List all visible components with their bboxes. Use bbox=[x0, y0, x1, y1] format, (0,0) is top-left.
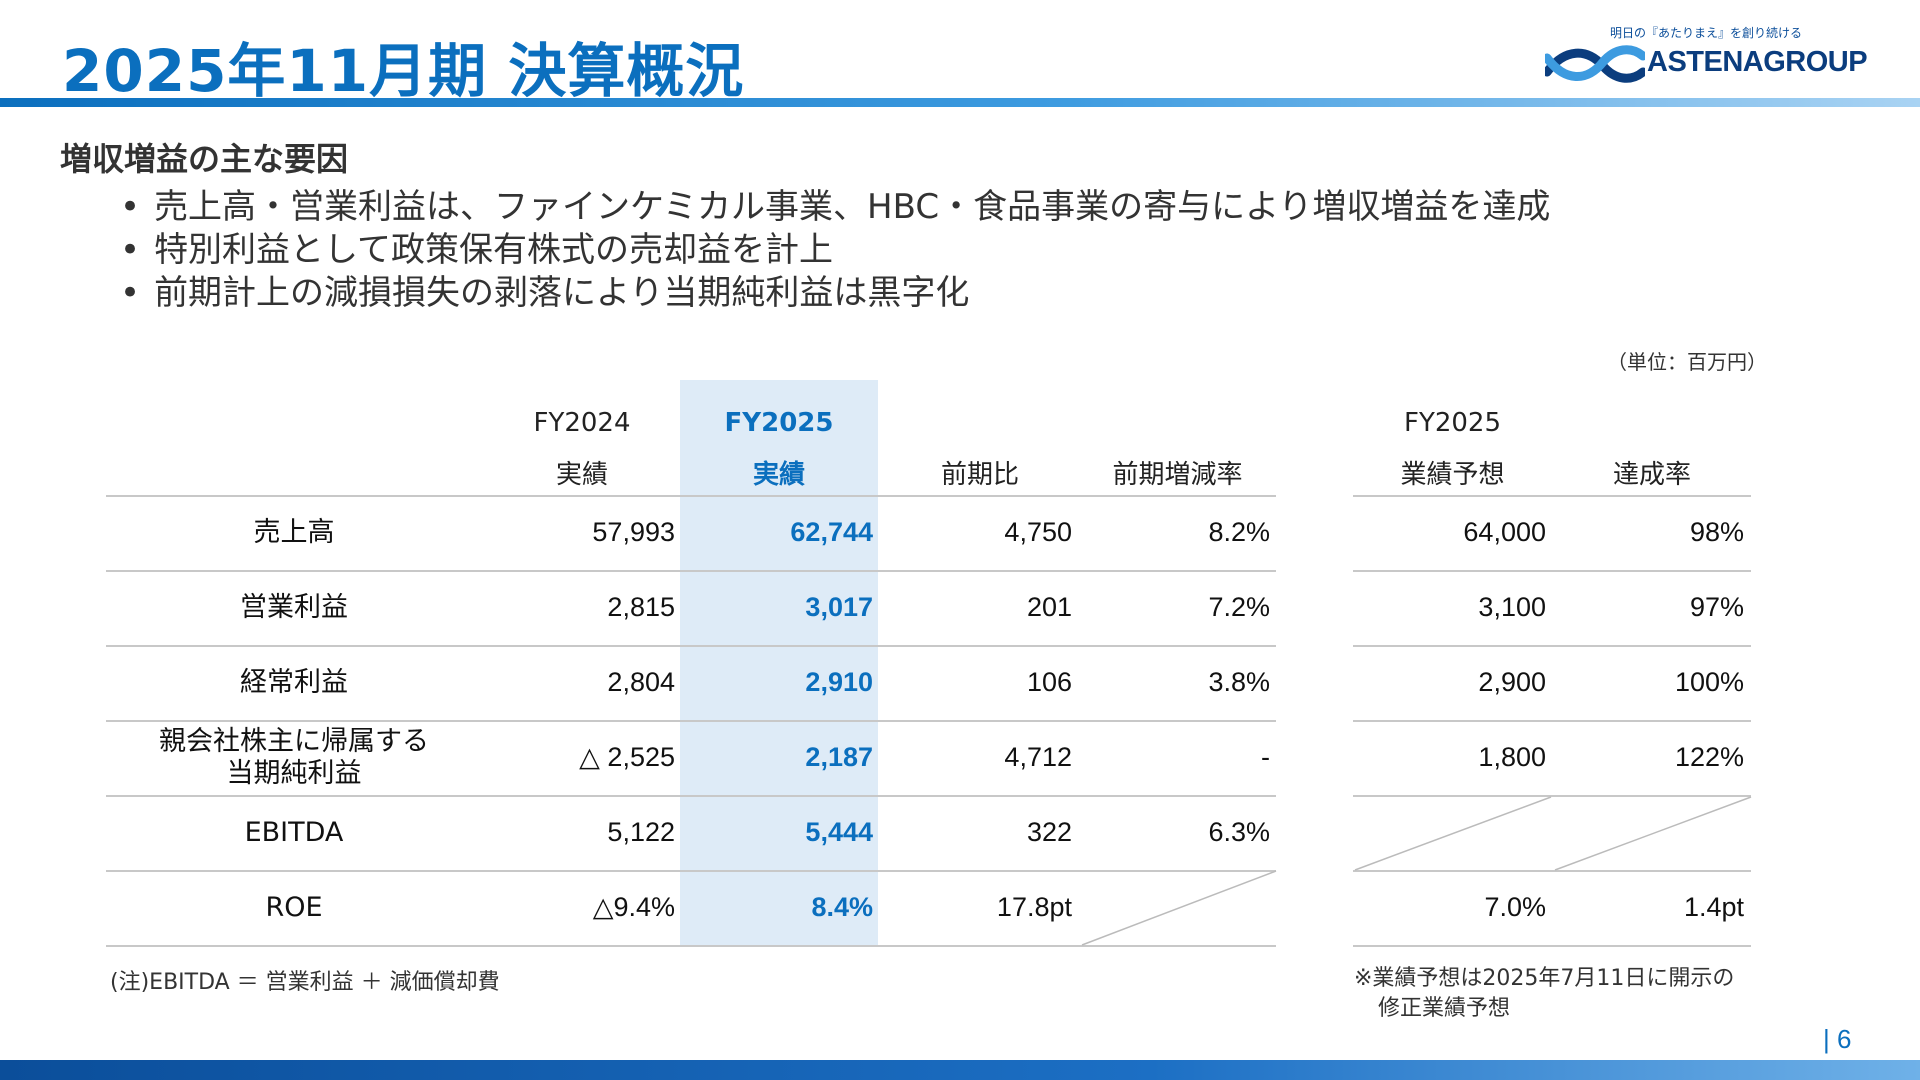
cell-fy2024: 2,815 bbox=[607, 591, 675, 622]
row-label: 親会社株主に帰属する 当期純利益 bbox=[106, 726, 482, 790]
row-label: 営業利益 bbox=[106, 592, 482, 624]
header-yoy-rate: 前期増減率 bbox=[1112, 460, 1243, 490]
row-divider bbox=[1353, 945, 1751, 947]
cell-yoy: 322 bbox=[1026, 816, 1072, 847]
list-item: 特別利益として政策保有株式の売却益を計上 bbox=[120, 229, 1550, 272]
cell-yoy-rate: 3.8% bbox=[1208, 666, 1270, 697]
row-divider bbox=[106, 945, 1276, 947]
row-label-line: 売上高 bbox=[253, 516, 335, 548]
header-fy2025-year: FY2025 bbox=[724, 408, 834, 438]
row-label-line: ROE bbox=[265, 891, 323, 923]
cell-yoy: 4,750 bbox=[1004, 516, 1072, 547]
row-divider bbox=[1353, 795, 1751, 797]
row-divider bbox=[106, 570, 1276, 572]
ebitda-note: (注)EBITDA ＝ 営業利益 ＋ 減価償却費 bbox=[110, 970, 500, 995]
cell-achievement: 97% bbox=[1689, 591, 1744, 622]
fy2025-column-highlight bbox=[680, 380, 878, 946]
row-divider bbox=[106, 645, 1276, 647]
cell-fy2025: 5,444 bbox=[805, 816, 873, 847]
row-label-line: 親会社株主に帰属する bbox=[159, 725, 429, 757]
cell-fy2025: 2,187 bbox=[805, 741, 873, 772]
row-label: EBITDA bbox=[106, 817, 482, 849]
forecast-note-line2: 修正業績予想 bbox=[1378, 996, 1511, 1021]
cell-forecast: 3,100 bbox=[1478, 591, 1546, 622]
row-label-line: 当期純利益 bbox=[226, 757, 362, 789]
row-divider bbox=[1353, 570, 1751, 572]
cell-fy2024: 5,122 bbox=[607, 816, 675, 847]
table-header-rule bbox=[106, 495, 1276, 497]
unit-label: （単位：百万円） bbox=[1607, 350, 1767, 374]
section-heading: 増収増益の主な要因 bbox=[60, 140, 349, 178]
logo-tagline: 明日の『あたりまえ』を創り続ける bbox=[1610, 26, 1803, 40]
cell-yoy-rate: - bbox=[1261, 741, 1270, 772]
cell-achievement: 122% bbox=[1674, 741, 1744, 772]
cell-fy2025: 2,910 bbox=[805, 666, 873, 697]
cell-yoy: 4,712 bbox=[1004, 741, 1072, 772]
title-divider bbox=[0, 98, 1920, 107]
logo-name: ASTENAGROUP bbox=[1647, 46, 1868, 78]
forecast-note-line1: ※業績予想は2025年7月11日に開示の bbox=[1354, 966, 1735, 991]
company-logo: 明日の『あたりまえ』を創り続ける ASTENAGROUP bbox=[1545, 22, 1885, 88]
row-divider bbox=[1353, 645, 1751, 647]
cell-fy2025: 3,017 bbox=[805, 591, 873, 622]
page-number: | 6 bbox=[1823, 1024, 1852, 1054]
cell-forecast: 7.0% bbox=[1484, 891, 1546, 922]
cell-achievement: 1.4pt bbox=[1683, 891, 1744, 922]
forecast-header-rule bbox=[1353, 495, 1751, 497]
wave-logo-icon bbox=[1545, 45, 1645, 83]
row-label-line: EBITDA bbox=[244, 816, 344, 848]
row-divider bbox=[106, 720, 1276, 722]
footer-bar bbox=[0, 1060, 1920, 1080]
cell-forecast: 1,800 bbox=[1478, 741, 1546, 772]
list-item: 売上高・営業利益は、ファインケミカル事業、HBC・食品事業の寄与により増収増益を… bbox=[120, 186, 1550, 229]
cell-fy2024: △ 2,525 bbox=[579, 741, 675, 772]
header-achievement: 達成率 bbox=[1612, 460, 1691, 490]
forecast-note: ※業績予想は2025年7月11日に開示の 修正業績予想 bbox=[1354, 964, 1734, 1024]
header-yoy: 前期比 bbox=[940, 460, 1019, 490]
header-fy2024-type: 実績 bbox=[555, 460, 608, 490]
cell-fy2025: 8.4% bbox=[811, 891, 873, 922]
row-label: 売上高 bbox=[106, 517, 482, 549]
row-label: ROE bbox=[106, 892, 482, 924]
cell-yoy-rate: 7.2% bbox=[1208, 591, 1270, 622]
row-divider bbox=[106, 795, 1276, 797]
bullet-list: 売上高・営業利益は、ファインケミカル事業、HBC・食品事業の寄与により増収増益を… bbox=[120, 186, 1550, 315]
cell-fy2025: 62,744 bbox=[790, 516, 873, 547]
row-label-line: 経常利益 bbox=[240, 666, 348, 698]
header-fy2024-year: FY2024 bbox=[533, 408, 631, 438]
cell-yoy-rate: 6.3% bbox=[1208, 816, 1270, 847]
cell-forecast: 64,000 bbox=[1463, 516, 1546, 547]
row-label-line: 営業利益 bbox=[240, 591, 348, 623]
cell-forecast: 2,900 bbox=[1478, 666, 1546, 697]
cell-achievement: 98% bbox=[1689, 516, 1744, 547]
list-item: 前期計上の減損損失の剥落により当期純利益は黒字化 bbox=[120, 272, 1550, 315]
header-forecast-year: FY2025 bbox=[1403, 408, 1501, 438]
row-divider bbox=[1353, 870, 1751, 872]
cell-yoy: 201 bbox=[1026, 591, 1072, 622]
page-title: 2025年11月期 決算概況 bbox=[62, 37, 745, 105]
header-forecast-type: 業績予想 bbox=[1400, 460, 1505, 490]
cell-yoy-rate: 8.2% bbox=[1208, 516, 1270, 547]
cell-yoy: 17.8pt bbox=[996, 891, 1072, 922]
cell-fy2024: 2,804 bbox=[607, 666, 675, 697]
cell-fy2024: 57,993 bbox=[592, 516, 675, 547]
header-fy2025-type: 実績 bbox=[752, 460, 805, 490]
cell-yoy: 106 bbox=[1026, 666, 1072, 697]
cell-achievement: 100% bbox=[1674, 666, 1744, 697]
row-divider bbox=[1353, 720, 1751, 722]
row-divider bbox=[106, 870, 1276, 872]
row-label: 経常利益 bbox=[106, 667, 482, 699]
cell-fy2024: △9.4% bbox=[592, 891, 675, 922]
